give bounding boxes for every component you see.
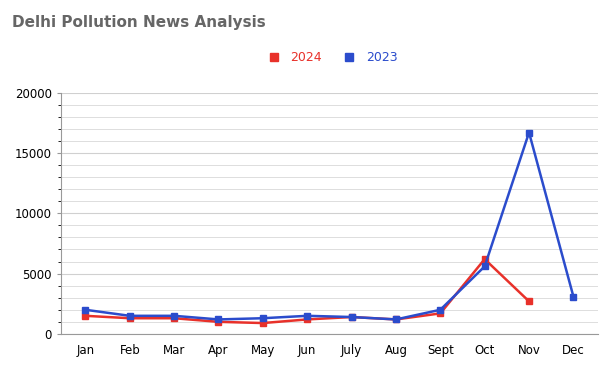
Text: Delhi Pollution News Analysis: Delhi Pollution News Analysis <box>12 15 266 30</box>
Legend: 2024, 2023: 2024, 2023 <box>257 46 402 69</box>
